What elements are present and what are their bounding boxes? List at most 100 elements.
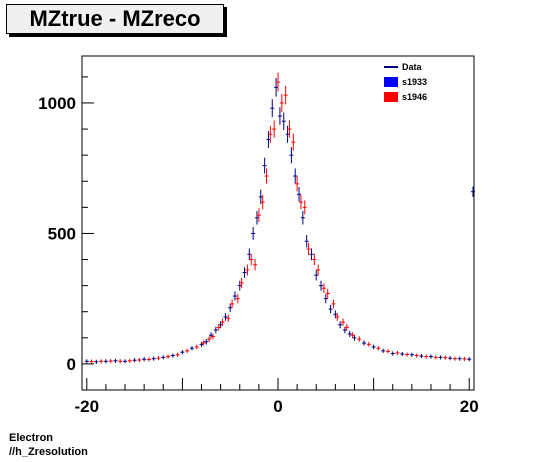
data-point — [146, 357, 151, 362]
data-point — [270, 99, 275, 118]
data-point — [256, 208, 261, 223]
data-point — [371, 344, 376, 350]
data-point — [433, 355, 438, 360]
data-point — [99, 359, 104, 364]
data-point — [207, 336, 212, 342]
data-point — [462, 356, 467, 362]
data-point — [325, 288, 330, 299]
data-point — [216, 323, 221, 331]
data-point — [253, 259, 258, 271]
data-point — [293, 168, 298, 184]
data-point — [419, 353, 424, 359]
data-point — [309, 248, 314, 261]
data-point — [89, 359, 94, 364]
data-point — [201, 340, 206, 346]
data-point — [300, 210, 305, 225]
data-point — [245, 264, 250, 276]
data-point — [226, 314, 231, 323]
legend-label: Data — [402, 62, 423, 72]
data-point — [287, 120, 292, 138]
data-point — [264, 168, 269, 184]
data-point — [223, 313, 228, 321]
data-point — [103, 359, 108, 364]
data-point — [338, 321, 343, 329]
y-tick-label: 0 — [67, 355, 76, 374]
data-point — [352, 334, 357, 341]
data-point — [251, 227, 256, 240]
data-point — [448, 356, 453, 361]
data-point — [457, 356, 462, 361]
data-point — [239, 277, 244, 289]
data-point — [319, 280, 324, 291]
data-point — [237, 280, 242, 291]
plot-frame — [81, 55, 475, 391]
data-point — [414, 353, 419, 358]
data-point — [285, 125, 290, 143]
legend-label: s1946 — [402, 92, 427, 102]
data-point — [262, 157, 267, 174]
data-point — [272, 120, 277, 138]
data-point — [281, 112, 286, 130]
chart-title: MZtrue - MZreco — [6, 4, 224, 34]
x-tick-label: 20 — [460, 397, 479, 416]
data-point — [118, 359, 123, 364]
data-point — [381, 348, 386, 353]
data-point — [127, 358, 132, 363]
data-point — [390, 351, 395, 356]
legend-label: s1933 — [402, 77, 427, 87]
data-point — [298, 194, 303, 210]
footer-category: Electron — [9, 432, 54, 444]
data-point — [467, 357, 472, 362]
data-point — [443, 355, 448, 360]
data-point — [254, 210, 259, 225]
overflow-point — [471, 186, 475, 197]
data-point — [142, 357, 147, 362]
legend-item-s1946: s1946 — [384, 92, 427, 102]
data-point — [321, 283, 326, 294]
data-point — [400, 351, 405, 357]
data-marks — [84, 72, 475, 364]
data-point — [283, 85, 288, 105]
data-point — [366, 341, 371, 347]
data-point — [235, 294, 240, 304]
data-point — [276, 72, 280, 92]
x-tick-label: 0 — [273, 397, 282, 416]
legend: Data s1933 s1946 — [384, 62, 427, 102]
data-point — [279, 93, 284, 113]
data-point — [204, 339, 209, 345]
data-point — [166, 354, 171, 359]
data-point — [232, 291, 237, 301]
data-point — [438, 355, 443, 360]
data-point — [328, 304, 333, 314]
legend-swatch — [384, 77, 398, 87]
data-point — [297, 186, 302, 202]
data-point — [170, 353, 175, 358]
data-point — [156, 356, 161, 361]
data-point — [210, 333, 215, 340]
data-point — [266, 131, 271, 148]
data-point — [335, 313, 340, 321]
data-point — [341, 318, 346, 326]
footer-histogram-path: //h_Zresolution — [9, 446, 88, 458]
legend-item-Data: Data — [384, 62, 423, 72]
data-point — [260, 194, 265, 210]
data-point — [289, 147, 294, 164]
data-point — [277, 107, 282, 125]
data-point — [108, 358, 113, 364]
data-point — [295, 176, 300, 192]
axes: -20 0 20 0 500 1000 — [38, 76, 479, 416]
data-point — [194, 344, 199, 350]
data-point — [347, 330, 352, 337]
data-point — [242, 267, 247, 278]
series-s1933 — [84, 77, 472, 364]
data-point — [94, 359, 99, 364]
data-point — [302, 200, 307, 215]
data-point — [113, 358, 118, 363]
data-point — [306, 243, 311, 256]
data-point — [362, 340, 367, 346]
data-point — [385, 349, 390, 354]
data-point — [344, 323, 349, 331]
data-point — [331, 299, 336, 309]
data-point — [185, 348, 190, 353]
